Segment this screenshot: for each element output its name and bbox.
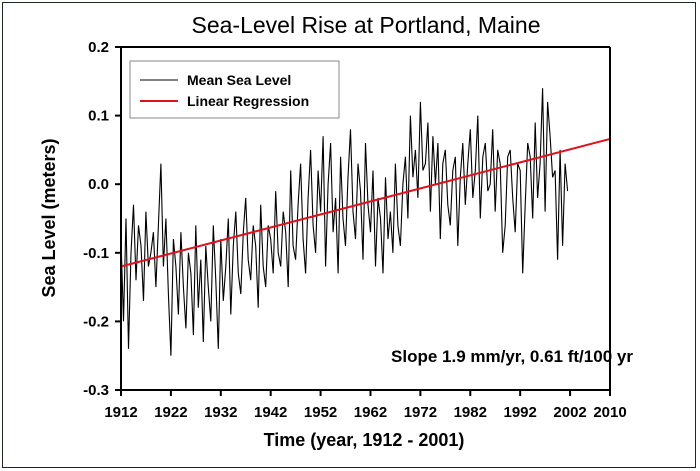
- x-tick-label: 1942: [254, 404, 287, 421]
- x-tick-label: 1932: [204, 404, 237, 421]
- series-line-mean-sea-level: [120, 88, 569, 356]
- y-tick-label: 0.0: [88, 176, 109, 193]
- x-axis-label: Time (year, 1912 - 2001): [264, 430, 465, 450]
- legend-box: [129, 60, 340, 119]
- series-line-linear-regression: [120, 137, 611, 268]
- chart-title: Sea-Level Rise at Portland, Maine: [191, 12, 540, 38]
- y-tick-label: -0.1: [83, 245, 109, 262]
- y-tick-label: 0.2: [88, 39, 109, 56]
- legend: Mean Sea Level Linear Regression: [129, 60, 340, 119]
- x-tick-label: 2010: [593, 404, 626, 421]
- legend-label-linear-regression: Linear Regression: [187, 93, 309, 109]
- y-axis-label: Sea Level (meters): [39, 138, 59, 297]
- x-tick-label: 1912: [104, 404, 137, 421]
- x-tick-label: 1992: [503, 404, 536, 421]
- slope-annotation: Slope 1.9 mm/yr, 0.61 ft/100 yr: [391, 347, 633, 366]
- legend-label-mean-sea-level: Mean Sea Level: [187, 72, 291, 88]
- x-tick-label: 1982: [454, 404, 487, 421]
- x-tick-label: 1952: [304, 404, 337, 421]
- x-tick-label: 1972: [404, 404, 437, 421]
- y-tick-label: -0.2: [83, 313, 109, 330]
- y-tick-label: 0.1: [88, 108, 109, 125]
- y-tick-label: -0.3: [83, 382, 109, 399]
- x-tick-label: 2002: [553, 404, 586, 421]
- x-tick-label: 1922: [154, 404, 187, 421]
- x-tick-label: 1962: [354, 404, 387, 421]
